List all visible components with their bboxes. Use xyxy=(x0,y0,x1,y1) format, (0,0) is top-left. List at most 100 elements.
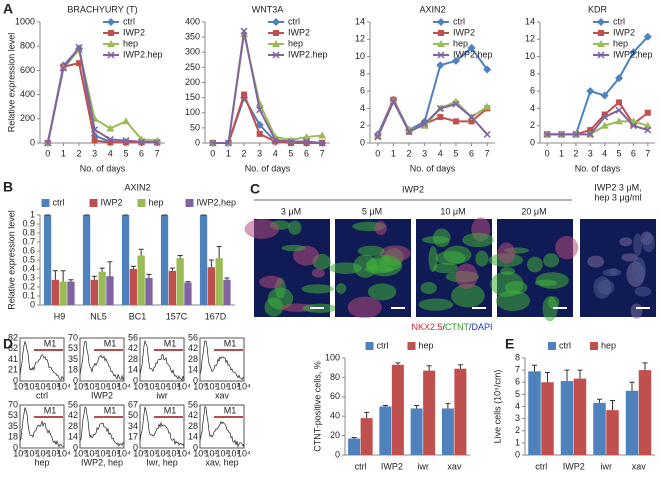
x-tick-label: 10³ xyxy=(226,381,239,391)
marker xyxy=(586,87,595,96)
marker xyxy=(615,74,624,83)
legend-marker xyxy=(597,18,605,26)
x-tick-label: 6 xyxy=(469,148,474,158)
error-bar xyxy=(414,405,420,409)
marker xyxy=(240,27,248,35)
x-tick-label: 157C xyxy=(166,311,188,321)
marker xyxy=(389,97,397,106)
y-tick-label: 400 xyxy=(20,89,35,99)
micrograph-blob xyxy=(602,268,622,277)
x-tick-label: 7 xyxy=(485,148,490,158)
sample-label: iwr xyxy=(156,390,168,400)
error-bar xyxy=(597,398,602,403)
x-tick-label: 10⁴ xyxy=(57,381,71,391)
marker xyxy=(75,43,83,51)
micrograph-blob xyxy=(311,268,325,278)
chart-title: KDR xyxy=(588,4,608,14)
x-tick-label: 10³ xyxy=(166,448,179,458)
x-tick-label: ctrl xyxy=(535,461,547,471)
sample-label: ctrl xyxy=(36,390,48,400)
x-tick-label: 10⁰ xyxy=(13,381,27,391)
marker xyxy=(318,131,327,139)
y-tick-label: 35 xyxy=(8,421,18,431)
marker xyxy=(91,126,99,134)
x-tick-label: 5 xyxy=(123,148,128,158)
gate-label: M1 xyxy=(164,405,177,415)
marker xyxy=(558,130,566,138)
micrograph-blob xyxy=(335,283,347,294)
bar xyxy=(606,410,619,455)
bar xyxy=(593,402,606,455)
y-tick-label: 0 xyxy=(530,137,535,147)
marker xyxy=(405,128,413,136)
x-tick-label: 2 xyxy=(242,148,247,158)
y-tick-label: 28 xyxy=(188,354,198,364)
y-tick-label: 3 xyxy=(515,413,520,423)
y-axis-label: Live cells (10⁵/cm) xyxy=(492,370,502,444)
error-bar xyxy=(224,277,230,280)
micrograph-blob xyxy=(527,256,543,273)
x-tick-label: xav xyxy=(632,461,647,471)
y-tick-label: 14 xyxy=(68,432,78,442)
panel-label: E xyxy=(505,336,514,352)
panel-label: B xyxy=(3,179,13,195)
x-tick-label: 1 xyxy=(226,148,231,158)
x-tick-label: 10¹ xyxy=(24,381,37,391)
y-tick-label: 56 xyxy=(188,399,198,409)
marker xyxy=(107,139,114,146)
panel-label: D xyxy=(3,336,13,352)
bar xyxy=(160,215,169,305)
legend-marker xyxy=(272,40,280,47)
error-bar xyxy=(52,270,58,280)
x-tick-label: H9 xyxy=(54,311,66,321)
error-bar xyxy=(382,405,388,407)
x-tick-label: 10¹ xyxy=(84,448,97,458)
marker xyxy=(272,138,279,145)
x-tick-label: ctrl xyxy=(355,461,367,471)
y-tick-label: 0 xyxy=(195,137,200,147)
marker xyxy=(644,126,652,134)
marker xyxy=(643,32,652,41)
y-axis-label: CTNT-positive cells, % xyxy=(312,361,322,452)
micrograph-blob xyxy=(420,282,437,295)
x-axis-label: No. of days xyxy=(575,163,621,173)
y-tick-label: 0 xyxy=(73,375,78,385)
error-bar xyxy=(107,261,113,277)
micrograph-blob xyxy=(534,279,558,287)
marker xyxy=(303,137,311,146)
legend-label: hep xyxy=(288,38,303,48)
micrograph-blob xyxy=(497,242,516,264)
y-tick-label: 35 xyxy=(68,354,78,364)
series-line xyxy=(46,61,158,144)
marker xyxy=(629,122,637,130)
x-tick-label: 10¹ xyxy=(84,381,97,391)
x-tick-label: 7 xyxy=(645,148,650,158)
chart-title: AXIN2 xyxy=(124,182,150,192)
x-tick-label: 10¹ xyxy=(204,381,217,391)
y-tick-label: 40 xyxy=(330,411,340,421)
stain-legend: NKX2.5/CTNT/DAPI xyxy=(411,322,492,332)
marker xyxy=(255,99,264,107)
y-tick-label: 0.4 xyxy=(22,263,35,273)
y-tick-label: 400 xyxy=(185,16,200,26)
bar xyxy=(82,215,91,305)
legend-marker xyxy=(273,30,279,36)
legend-label: hep xyxy=(613,38,628,48)
legend-label: IWP2,hep xyxy=(453,49,493,59)
x-tick-label: IWP2 xyxy=(563,461,585,471)
x-tick-label: 6 xyxy=(304,148,309,158)
marker xyxy=(122,137,130,145)
x-tick-label: 2 xyxy=(77,148,82,158)
y-tick-label: 60 xyxy=(330,391,340,401)
x-tick-label: 10⁴ xyxy=(177,448,191,458)
marker xyxy=(91,137,98,144)
y-tick-label: 200 xyxy=(185,77,200,87)
y-tick-label: 0 xyxy=(13,375,18,385)
x-tick-label: 10² xyxy=(35,381,48,391)
y-tick-label: 0 xyxy=(30,137,35,147)
x-tick-label: 10³ xyxy=(166,381,179,391)
y-tick-label: 12 xyxy=(525,34,535,44)
stain: / xyxy=(442,322,445,332)
y-axis-label: Relative expression level xyxy=(6,33,16,133)
y-tick-label: 20 xyxy=(330,430,340,440)
